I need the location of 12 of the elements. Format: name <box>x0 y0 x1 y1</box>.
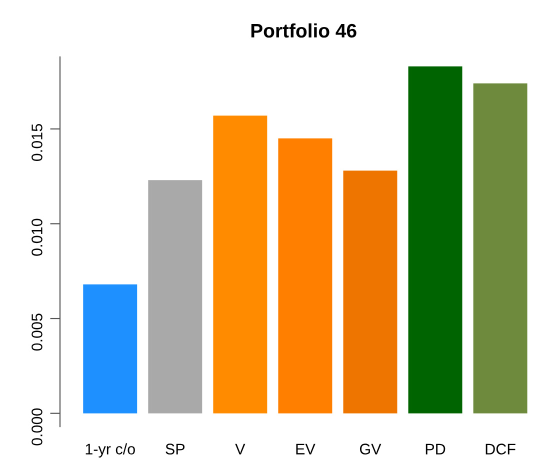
y-tick-label: 0.015 <box>32 124 42 162</box>
chart-title: Portfolio 46 <box>251 23 356 38</box>
y-tick-label: 0.000 <box>32 408 42 446</box>
x-tick-label: GV <box>360 444 382 454</box>
y-tick-label: 0.010 <box>32 218 42 256</box>
y-tick-label: 0.005 <box>32 314 42 351</box>
x-tick-label: 1-yr c/o <box>86 443 135 458</box>
x-tick-label: PD <box>426 444 446 454</box>
x-tick-label: DCF <box>486 444 516 454</box>
x-tick-label: SP <box>166 444 185 454</box>
x-tick-label: V <box>235 444 246 454</box>
x-tick-label: EV <box>296 444 316 454</box>
